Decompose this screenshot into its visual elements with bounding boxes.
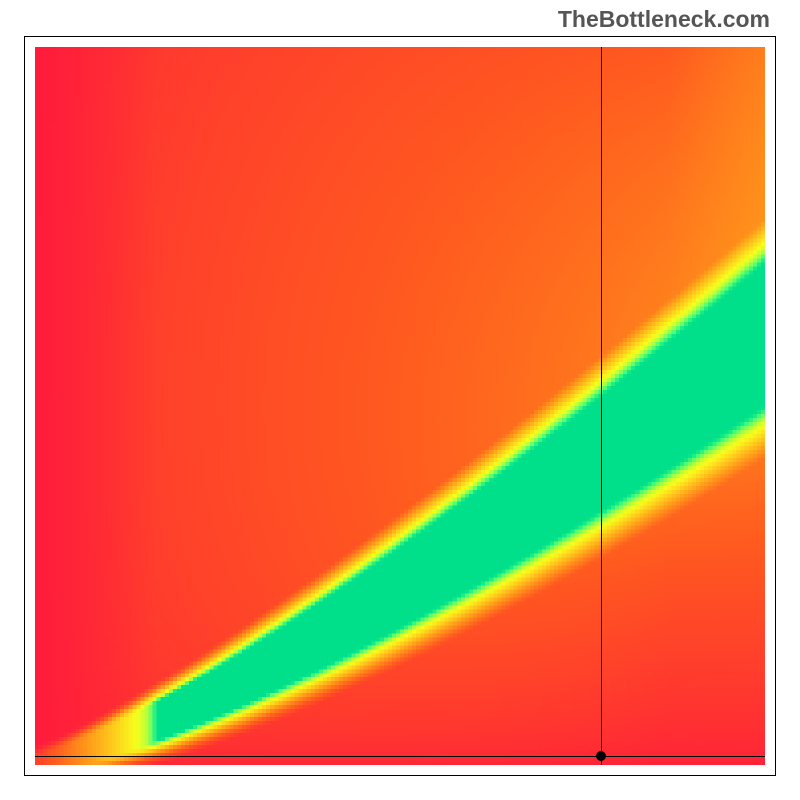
crosshair-marker	[596, 751, 606, 761]
plot-frame	[24, 36, 776, 776]
crosshair-horizontal	[35, 756, 765, 757]
plot-area	[35, 47, 765, 765]
heatmap-canvas	[35, 47, 765, 765]
chart-container: TheBottleneck.com	[0, 0, 800, 800]
watermark-text: TheBottleneck.com	[558, 6, 770, 33]
crosshair-vertical	[601, 47, 602, 765]
